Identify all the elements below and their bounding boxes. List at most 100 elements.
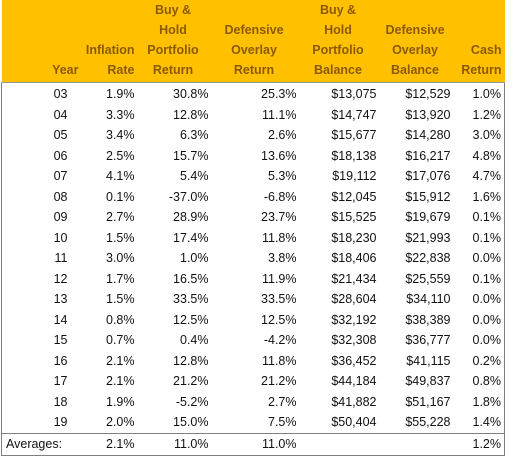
buy-hold-return-cell: 12.8%: [173, 353, 209, 368]
header-line: Cash: [470, 43, 502, 57]
buy-hold-balance-cell: $18,230: [331, 230, 377, 245]
year-cell: 13: [1, 289, 82, 310]
inflation-cell: 3.4%: [106, 128, 135, 143]
buy-hold-balance-cell: $18,138: [331, 148, 377, 163]
cash-return-cell: 4.8%: [453, 145, 505, 166]
overlay-return-cell: -6.8%: [263, 189, 297, 204]
buy-hold-balance-cell: $41,882: [331, 394, 377, 409]
header-line: Return: [233, 63, 275, 77]
inflation-cell: 1.7%: [106, 271, 135, 286]
cash-return-cell: 1.2%: [453, 104, 505, 125]
overlay-balance-cell: $19,679: [405, 210, 451, 225]
overlay-return-cell: 11.1%: [261, 107, 297, 122]
overlay-balance-cell: $22,838: [405, 251, 451, 266]
cash-return-cell: 1.8%: [453, 391, 505, 412]
averages-row: Averages: 2.1% 11.0% 11.0% 1.2%: [1, 432, 505, 456]
overlay-balance-cell: $15,912: [405, 189, 451, 204]
inflation-cell: 2.1%: [106, 353, 135, 368]
buy-hold-return-cell: 12.8%: [173, 107, 209, 122]
header-buy-hold-return: Buy & Hold Portfolio Return: [137, 0, 212, 83]
table-row: 08 0.1% -37.0% -6.8% $12,045 $15,912 1.6%: [1, 186, 505, 207]
inflation-cell: 2.0%: [106, 415, 135, 430]
buy-hold-return-cell: 30.8%: [173, 87, 209, 102]
inflation-cell: 3.3%: [106, 107, 135, 122]
inflation-cell: 0.7%: [106, 333, 135, 348]
overlay-balance-cell: $14,280: [405, 128, 451, 143]
year-cell: 15: [1, 330, 82, 351]
inflation-cell: 2.1%: [106, 374, 135, 389]
overlay-balance-cell: $25,559: [405, 271, 451, 286]
cash-return-cell: 0.0%: [453, 309, 505, 330]
table-row: 04 3.3% 12.8% 11.1% $14,747 $13,920 1.2%: [1, 104, 505, 125]
inflation-cell: 0.8%: [106, 312, 135, 327]
year-cell: 18: [1, 391, 82, 412]
cash-return-cell: 0.1%: [453, 207, 505, 228]
cash-return-cell: 3.0%: [453, 125, 505, 146]
buy-hold-balance-cell: $21,434: [331, 271, 377, 286]
buy-hold-balance-cell: $14,747: [331, 107, 377, 122]
table-row: 11 3.0% 1.0% 3.8% $18,406 $22,838 0.0%: [1, 248, 505, 269]
table-row: 17 2.1% 21.2% 21.2% $44,184 $49,837 0.8%: [1, 371, 505, 392]
overlay-balance-cell: $13,920: [405, 107, 451, 122]
overlay-balance-cell: $21,993: [405, 230, 451, 245]
inflation-cell: 2.5%: [106, 148, 135, 163]
year-cell: 04: [1, 104, 82, 125]
overlay-return-cell: 11.9%: [261, 271, 297, 286]
buy-hold-balance-cell: $44,184: [331, 374, 377, 389]
header-line: Inflation: [85, 43, 135, 57]
table-row: 13 1.5% 33.5% 33.5% $28,604 $34,110 0.0%: [1, 289, 505, 310]
overlay-balance-cell: $41,115: [406, 353, 451, 368]
year-cell: 16: [1, 350, 82, 371]
year-cell: 06: [1, 145, 82, 166]
buy-hold-return-cell: -5.2%: [175, 394, 209, 409]
table-row: 18 1.9% -5.2% 2.7% $41,882 $51,167 1.8%: [1, 391, 505, 412]
overlay-return-cell: 2.7%: [268, 394, 297, 409]
cash-return-cell: 0.8%: [453, 371, 505, 392]
buy-hold-return-cell: 15.0%: [173, 415, 209, 430]
overlay-return-cell: 23.7%: [261, 210, 297, 225]
year-cell: 17: [1, 371, 82, 392]
overlay-return-cell: 11.8%: [261, 353, 297, 368]
header-line: Buy &: [154, 3, 192, 17]
buy-hold-balance-cell: $12,045: [331, 189, 377, 204]
cash-return-cell: 1.6%: [453, 186, 505, 207]
overlay-balance-cell: $55,228: [405, 415, 451, 430]
year-cell: 11: [1, 248, 82, 269]
header-defensive-overlay-balance: Defensive Overlay Balance: [379, 0, 454, 83]
overlay-balance-cell: $17,076: [405, 169, 451, 184]
inflation-cell: 2.7%: [106, 210, 135, 225]
table-row: 06 2.5% 15.7% 13.6% $18,138 $16,217 4.8%: [1, 145, 505, 166]
header-cash-return: Cash Return: [453, 0, 505, 83]
overlay-return-cell: 33.5%: [261, 292, 297, 307]
buy-hold-balance-cell: $28,604: [331, 292, 377, 307]
inflation-cell: 3.0%: [106, 251, 135, 266]
year-cell: 03: [1, 82, 82, 105]
table-row: 12 1.7% 16.5% 11.9% $21,434 $25,559 0.1%: [1, 268, 505, 289]
header-row: Year Inflation Rate Buy & Hold Portfolio Retur…: [1, 0, 505, 83]
buy-hold-balance-cell: $50,404: [331, 415, 377, 430]
overlay-return-cell: 25.3%: [261, 87, 297, 102]
table-row: 05 3.4% 6.3% 2.6% $15,677 $14,280 3.0%: [1, 125, 505, 146]
table-row: 19 2.0% 15.0% 7.5% $50,404 $55,228 1.4%: [1, 412, 505, 433]
overlay-return-cell: 11.8%: [261, 230, 297, 245]
overlay-return-cell: 13.6%: [261, 148, 297, 163]
average-cell: [379, 432, 454, 456]
buy-hold-balance-cell: $32,192: [331, 312, 377, 327]
year-cell: 19: [1, 412, 82, 433]
header-year: Year: [1, 0, 82, 83]
year-cell: 09: [1, 207, 82, 228]
header-line: Balance: [391, 63, 439, 77]
overlay-balance-cell: $49,837: [405, 374, 451, 389]
buy-hold-return-cell: -37.0%: [168, 189, 209, 204]
average-cell: 11.0%: [137, 432, 212, 456]
overlay-return-cell: 21.2%: [261, 374, 297, 389]
overlay-balance-cell: $16,217: [405, 148, 451, 163]
cash-return-cell: 0.0%: [453, 248, 505, 269]
year-cell: 14: [1, 309, 82, 330]
year-cell: 10: [1, 227, 82, 248]
header-line: Rate: [107, 63, 135, 77]
cash-return-cell: 0.0%: [453, 289, 505, 310]
table-row: 14 0.8% 12.5% 12.5% $32,192 $38,389 0.0%: [1, 309, 505, 330]
header-line: Overlay: [231, 43, 277, 57]
